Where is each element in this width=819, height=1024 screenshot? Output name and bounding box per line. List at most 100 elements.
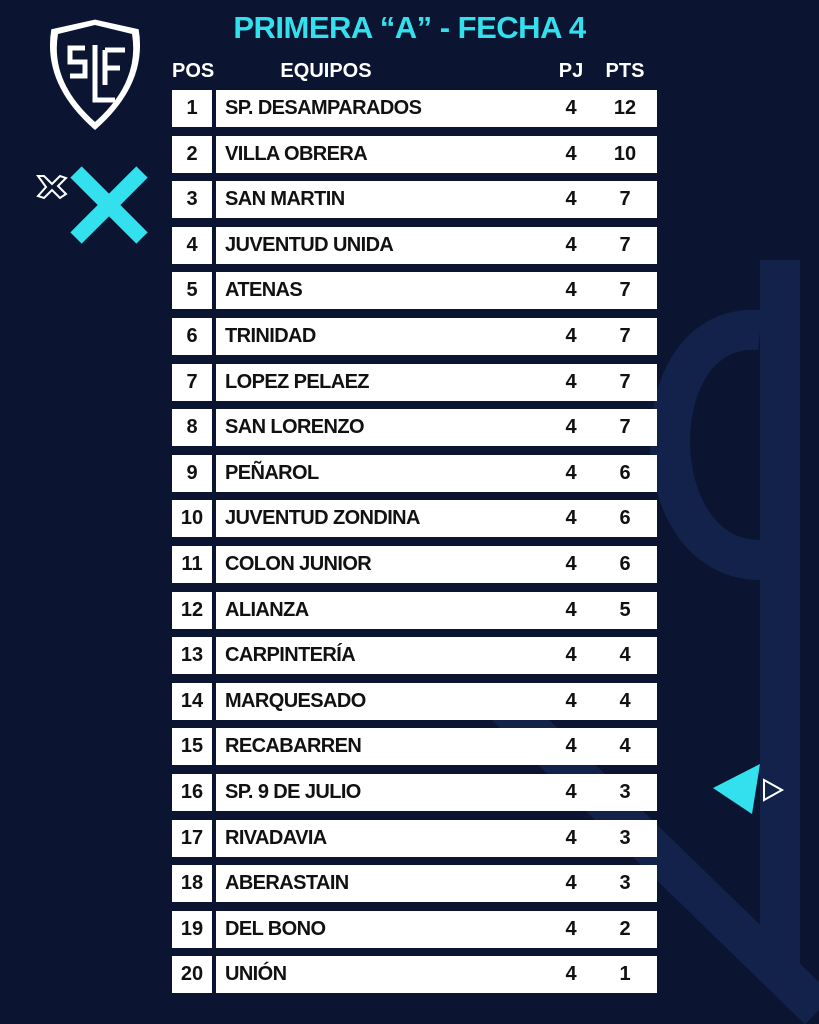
pos-box: [172, 956, 212, 994]
position: 5: [186, 279, 198, 302]
team-box: [216, 135, 657, 173]
triangle-icon: [713, 764, 760, 814]
team-name: CARPINTERÍA: [225, 644, 356, 667]
points: 3: [619, 826, 631, 849]
points: 12: [613, 97, 637, 119]
pos-box: [172, 363, 212, 401]
position: 16: [180, 781, 204, 803]
team-box: [216, 454, 657, 492]
pos-box: [172, 500, 212, 538]
position: 4: [186, 233, 198, 256]
team-name: ATENAS: [225, 279, 303, 302]
pos-box: [172, 90, 212, 127]
played: 4: [565, 963, 577, 986]
position: 13: [180, 644, 204, 667]
points: 7: [619, 279, 631, 302]
points: 7: [619, 233, 631, 256]
position: 3: [186, 188, 198, 211]
team-box: [216, 591, 657, 629]
points: 7: [619, 325, 631, 347]
position: 12: [180, 598, 204, 621]
team-name: ABERASTAIN: [225, 872, 349, 895]
position: 2: [186, 142, 198, 165]
team-name: UNIÓN: [225, 963, 287, 986]
title: PRIMERA “A” - FECHA 4: [233, 10, 586, 45]
points: 5: [619, 598, 631, 621]
played: 4: [565, 917, 577, 940]
played: 4: [565, 826, 577, 849]
team-box: [216, 637, 657, 675]
pos-box: [172, 454, 212, 492]
team-box: [216, 90, 657, 127]
column-header: POS: [172, 60, 215, 82]
team-box: [216, 546, 657, 583]
position: 1: [186, 97, 198, 119]
pos-box: [172, 774, 212, 811]
pos-box: [172, 272, 212, 310]
position: 9: [186, 461, 198, 484]
team-name: SAN MARTIN: [225, 188, 345, 211]
team-name: DEL BONO: [225, 917, 326, 940]
pos-box: [172, 135, 212, 173]
team-name: LOPEZ PELAEZ: [225, 370, 370, 393]
played: 4: [565, 644, 577, 667]
column-header: EQUIPOS: [280, 60, 372, 82]
points: 4: [619, 644, 631, 667]
pos-box: [172, 226, 212, 264]
team-name: VILLA OBRERA: [225, 142, 368, 165]
played: 4: [565, 188, 577, 211]
team-box: [216, 956, 657, 994]
position: 11: [181, 553, 203, 575]
pos-box: [172, 181, 212, 219]
points: 3: [619, 781, 631, 803]
position: 17: [180, 826, 204, 849]
team-box: [216, 318, 657, 355]
played: 4: [565, 325, 577, 347]
team-box: [216, 728, 657, 766]
position: 20: [180, 963, 204, 986]
points: 7: [619, 370, 631, 393]
points: 6: [619, 461, 631, 484]
points: 10: [613, 142, 637, 165]
pos-box: [172, 682, 212, 720]
team-box: [216, 226, 657, 264]
pos-box: [172, 591, 212, 629]
pos-box: [172, 865, 212, 903]
points: 7: [619, 416, 631, 439]
played: 4: [565, 142, 577, 165]
position: 8: [186, 416, 198, 439]
team-box: [216, 409, 657, 447]
team-box: [216, 682, 657, 720]
played: 4: [565, 279, 577, 302]
played: 4: [565, 781, 577, 803]
position: 10: [180, 507, 204, 530]
team-box: [216, 910, 657, 948]
position: 6: [186, 325, 198, 347]
points: 6: [619, 507, 631, 530]
position: 15: [180, 735, 204, 758]
column-header: PJ: [558, 60, 584, 82]
team-name: COLON JUNIOR: [225, 553, 372, 575]
cross-icon: [70, 166, 148, 244]
team-box: [216, 500, 657, 538]
team-name: SP. DESAMPARADOS: [225, 97, 422, 119]
played: 4: [565, 416, 577, 439]
team-name: RIVADAVIA: [225, 826, 327, 849]
team-box: [216, 181, 657, 219]
points: 4: [619, 689, 631, 712]
points: 6: [619, 553, 631, 575]
played: 4: [565, 735, 577, 758]
team-name: JUVENTUD UNIDA: [225, 233, 394, 256]
pos-box: [172, 819, 212, 857]
played: 4: [565, 97, 577, 119]
team-box: [216, 363, 657, 401]
pos-box: [172, 318, 212, 355]
points: 4: [619, 735, 631, 758]
team-name: MARQUESADO: [225, 689, 366, 712]
position: 14: [180, 689, 204, 712]
team-name: ALIANZA: [225, 598, 309, 621]
column-header: PTS: [605, 60, 645, 82]
played: 4: [565, 598, 577, 621]
team-box: [216, 865, 657, 903]
